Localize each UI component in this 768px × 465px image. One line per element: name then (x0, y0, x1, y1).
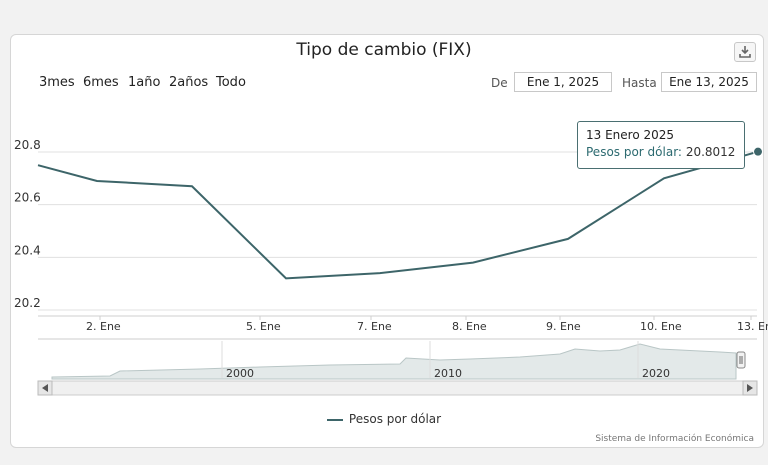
chart-title: Tipo de cambio (FIX) (296, 40, 472, 60)
to-date-input[interactable]: Ene 13, 2025 (661, 72, 757, 92)
legend-label: Pesos por dólar (348, 412, 442, 426)
nav-tick-2020: 2020 (642, 367, 670, 380)
to-label: Hasta (622, 76, 657, 90)
navigator-area (51, 343, 737, 380)
nav-tick-2000: 2000 (226, 367, 254, 380)
arrow-left-icon (42, 384, 48, 392)
y-tick-label: 20.8 (14, 138, 41, 152)
legend[interactable]: Pesos por dólar (0, 412, 768, 426)
y-tick-label: 20.6 (14, 191, 41, 205)
legend-swatch (326, 418, 343, 421)
x-tick-label: 9. Ene (546, 320, 581, 333)
range-1ano-button[interactable]: 1año (128, 75, 161, 90)
range-3mes-button[interactable]: 3mes (39, 75, 75, 90)
y-tick-label: 20.4 (14, 243, 41, 257)
range-2anos-button[interactable]: 2años (169, 75, 209, 90)
download-icon (739, 46, 751, 58)
range-6mes-button[interactable]: 6mes (83, 75, 119, 90)
tooltip: 13 Enero 2025 Pesos por dólar: 20.8012 (577, 121, 745, 169)
arrow-right-icon (747, 384, 753, 392)
x-tick-label: 5. Ene (246, 320, 281, 333)
x-tick-label: 2. Ene (86, 320, 121, 333)
from-date-input[interactable]: Ene 1, 2025 (514, 72, 612, 92)
export-button[interactable] (734, 42, 756, 62)
tooltip-value: 20.8012 (685, 145, 736, 159)
x-tick-label: 10. Ene (640, 320, 682, 333)
navigator[interactable]: 2000 2010 2020 (38, 338, 757, 380)
data-point-13-ene[interactable] (753, 146, 763, 157)
navigator-handle[interactable] (736, 351, 746, 369)
scrollbar[interactable] (37, 380, 758, 396)
nav-tick-2010: 2010 (434, 367, 462, 380)
tooltip-series-label: Pesos por dólar: (586, 145, 682, 159)
x-tick-label: 7. Ene (357, 320, 392, 333)
x-tick-label: 8. Ene (452, 320, 487, 333)
credits: Sistema de Información Económica (595, 434, 754, 444)
series-line-pesos (37, 150, 759, 280)
y-tick-label: 20.2 (14, 296, 41, 310)
x-tick-label: 13. Ene (737, 320, 768, 333)
tooltip-date: 13 Enero 2025 (586, 128, 675, 142)
from-label: De (491, 76, 508, 90)
range-todo-button[interactable]: Todo (216, 75, 246, 90)
